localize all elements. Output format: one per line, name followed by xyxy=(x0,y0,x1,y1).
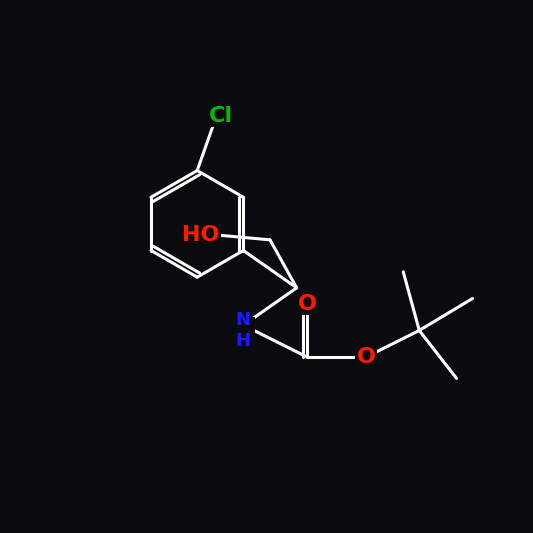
FancyBboxPatch shape xyxy=(231,317,255,339)
Text: HO: HO xyxy=(182,224,220,245)
Text: O: O xyxy=(298,294,317,314)
FancyBboxPatch shape xyxy=(297,295,318,312)
Text: Cl: Cl xyxy=(209,106,233,126)
FancyBboxPatch shape xyxy=(183,226,218,243)
Text: N
H: N H xyxy=(236,311,251,350)
Text: O: O xyxy=(357,347,375,367)
FancyBboxPatch shape xyxy=(357,349,375,365)
FancyBboxPatch shape xyxy=(207,107,236,127)
